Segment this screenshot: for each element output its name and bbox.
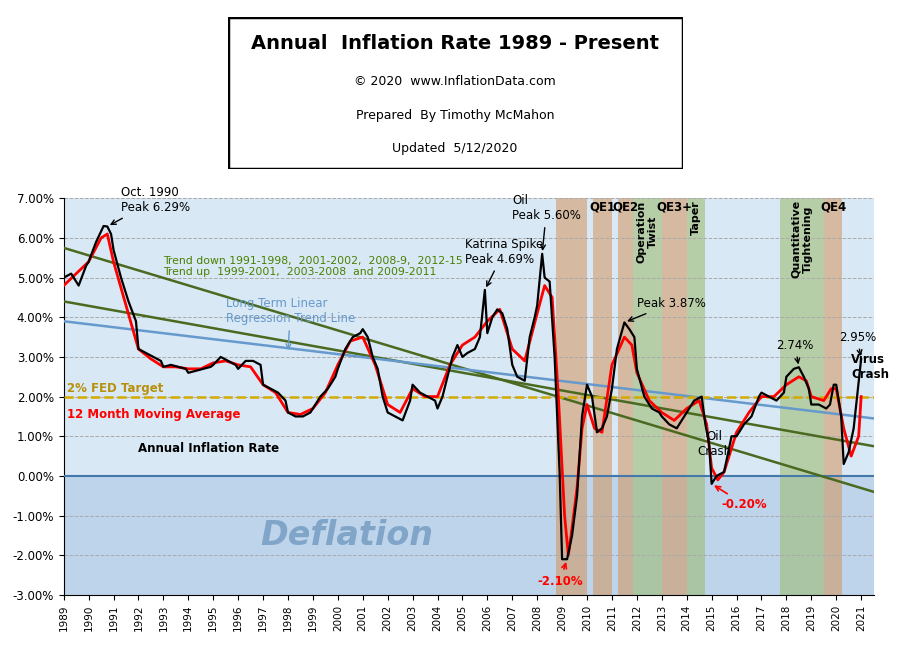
- Text: Oct. 1990
Peak 6.29%: Oct. 1990 Peak 6.29%: [111, 186, 190, 224]
- Text: Deflation: Deflation: [260, 519, 434, 552]
- Text: 2.74%: 2.74%: [776, 338, 814, 363]
- Bar: [618, 198, 632, 595]
- Text: QE2: QE2: [612, 200, 639, 214]
- Bar: [632, 198, 662, 595]
- Text: Katrina Spike
Peak 4.69%: Katrina Spike Peak 4.69%: [465, 238, 543, 286]
- Text: -0.20%: -0.20%: [715, 486, 767, 511]
- Bar: [780, 198, 824, 595]
- Text: 2.95%: 2.95%: [839, 330, 876, 355]
- Text: Peak 3.87%: Peak 3.87%: [629, 297, 706, 321]
- Text: Operation
Twist: Operation Twist: [636, 200, 658, 262]
- Text: Annual  Inflation Rate 1989 - Present: Annual Inflation Rate 1989 - Present: [251, 34, 659, 54]
- Text: Trend down 1991-1998,  2001-2002,  2008-9,  2012-15
Trend up  1999-2001,  2003-2: Trend down 1991-1998, 2001-2002, 2008-9,…: [164, 256, 463, 278]
- FancyBboxPatch shape: [228, 17, 682, 169]
- Bar: [593, 198, 612, 595]
- Text: Quantitative
Tightening: Quantitative Tightening: [791, 200, 813, 278]
- Bar: [687, 198, 705, 595]
- Text: Taper: Taper: [691, 200, 701, 235]
- Text: 2% FED Target: 2% FED Target: [67, 382, 164, 395]
- Text: © 2020  www.InflationData.com: © 2020 www.InflationData.com: [354, 75, 556, 89]
- Text: QE1: QE1: [590, 200, 616, 214]
- Bar: [64, 476, 874, 595]
- Text: Annual Inflation Rate: Annual Inflation Rate: [138, 442, 279, 455]
- Text: QE3+: QE3+: [656, 200, 693, 214]
- Bar: [556, 198, 587, 595]
- Text: Prepared  By Timothy McMahon: Prepared By Timothy McMahon: [356, 109, 554, 122]
- Bar: [64, 198, 874, 476]
- Text: -2.10%: -2.10%: [537, 564, 582, 588]
- Text: Long Term Linear
Regression Trend Line: Long Term Linear Regression Trend Line: [226, 297, 355, 348]
- Bar: [824, 198, 843, 595]
- Text: Updated  5/12/2020: Updated 5/12/2020: [392, 142, 518, 155]
- Text: Oil
Peak 5.60%: Oil Peak 5.60%: [512, 194, 581, 249]
- Bar: [662, 198, 687, 595]
- Text: Oil
Crash: Oil Crash: [697, 430, 731, 458]
- Text: 12 Month Moving Average: 12 Month Moving Average: [67, 408, 241, 422]
- Text: Virus
Crash: Virus Crash: [851, 353, 889, 381]
- Text: QE4: QE4: [820, 200, 846, 214]
